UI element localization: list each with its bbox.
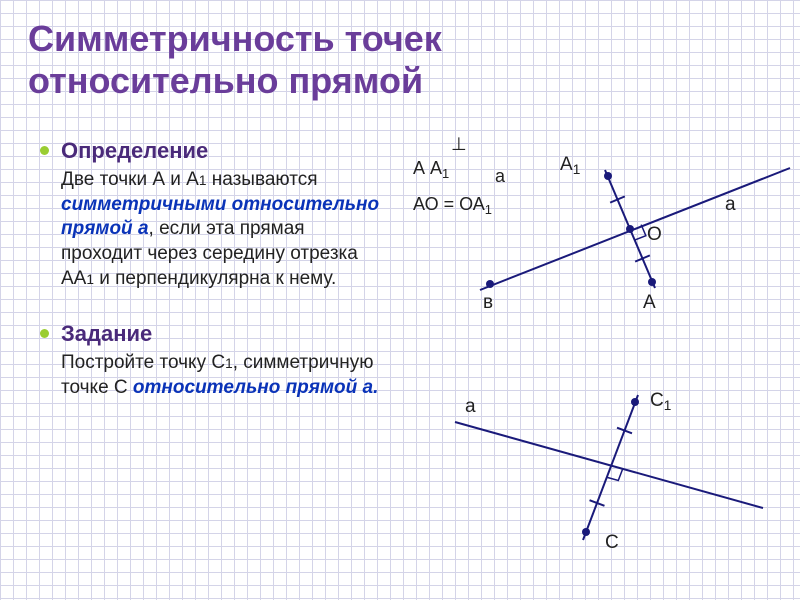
task-block: Задание	[40, 321, 390, 347]
slide-title: Симметричность точек относительно прямой	[28, 18, 442, 103]
perp-symbol: ⊥	[451, 134, 467, 154]
point-A1	[604, 172, 612, 180]
task-heading: Задание	[61, 321, 152, 347]
segment	[583, 395, 638, 540]
figure-1: А1 а О Ав	[480, 154, 790, 313]
title-line-2: относительно прямой	[28, 60, 423, 101]
label-C: С	[605, 532, 619, 553]
label-O: О	[647, 224, 662, 245]
label-A1: А1	[560, 154, 580, 177]
bullet-icon	[40, 329, 49, 338]
left-column: Определение Две точки А и А1 называются …	[40, 138, 390, 401]
line-a-label: a	[495, 166, 506, 186]
definition-text: Две точки А и А1 называются симметричным…	[61, 168, 390, 291]
label-C1: С1	[650, 390, 671, 413]
diagram-area: ⊥ А А1 a АО = ОА1 А1 а О Ав а С1 С	[395, 130, 800, 600]
line-a	[480, 168, 790, 290]
label-a: а	[725, 194, 736, 215]
segment-AA1-label: А А1	[413, 158, 449, 181]
point-A	[648, 278, 656, 286]
definition-block: Определение	[40, 138, 390, 164]
label-a: а	[465, 396, 476, 417]
equality-label: АО = ОА1	[413, 194, 492, 217]
bullet-icon	[40, 146, 49, 155]
point-B	[486, 280, 494, 288]
point-O	[626, 225, 634, 233]
label-A: А	[643, 292, 656, 313]
point-C1	[631, 398, 639, 406]
title-line-1: Симметричность точек	[28, 18, 442, 59]
line-a	[455, 422, 763, 508]
label-B: в	[483, 292, 493, 313]
task-text: Постройте точку С1, симметричную точке С…	[61, 351, 390, 400]
figure-2: а С1 С	[455, 390, 763, 553]
definition-heading: Определение	[61, 138, 208, 164]
formula-block: ⊥ А А1 a АО = ОА1	[413, 134, 506, 217]
point-C	[582, 528, 590, 536]
